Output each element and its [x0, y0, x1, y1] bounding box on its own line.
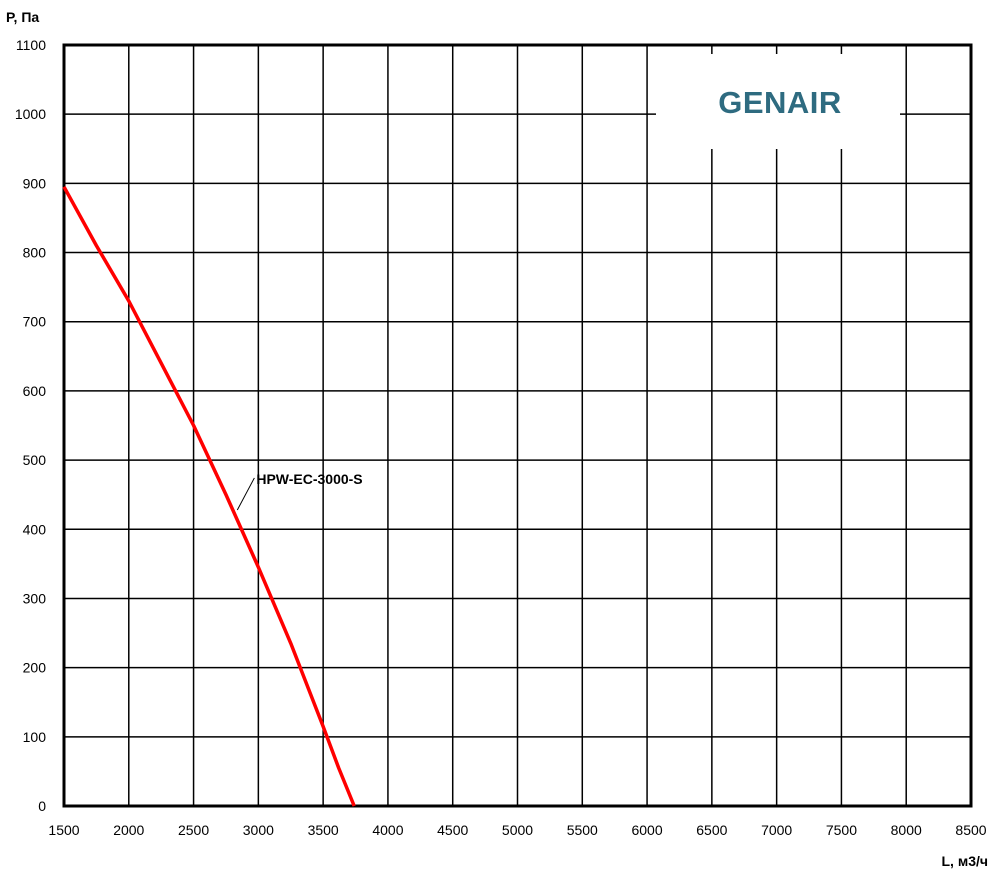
brand-logo-text: GENAIR — [718, 85, 842, 120]
series-line — [62, 185, 356, 807]
x-tick-label: 7000 — [761, 822, 792, 838]
x-tick-label: 6000 — [631, 822, 662, 838]
annotation-layer: HPW-EC-3000-S — [236, 471, 363, 511]
y-tick-label: 1100 — [16, 37, 46, 53]
y-tick-label: 800 — [23, 245, 47, 261]
y-tick-label: 200 — [23, 660, 47, 676]
x-tick-label: 1500 — [48, 822, 79, 838]
x-tick-label: 3000 — [243, 822, 274, 838]
x-tick-label: 5000 — [502, 822, 533, 838]
y-tick-labels: 0 100 200 300 400 500 600 700 800 900 1000 1100 — [15, 37, 46, 814]
x-tick-label: 6500 — [696, 822, 727, 838]
x-tick-label: 7500 — [826, 822, 857, 838]
brand-box: GENAIR — [656, 54, 900, 149]
y-tick-label: 700 — [23, 314, 47, 330]
y-axis-title: P, Па — [6, 9, 39, 25]
y-tick-label: 100 — [23, 729, 47, 745]
plot-frame — [62, 43, 973, 808]
x-tick-label: 3500 — [308, 822, 339, 838]
chart-grid — [63, 44, 972, 807]
x-tick-label: 8000 — [891, 822, 922, 838]
annotation-leader-line — [236, 477, 255, 511]
series-layer — [62, 185, 356, 807]
x-tick-label: 5500 — [567, 822, 598, 838]
y-tick-label: 600 — [23, 383, 47, 399]
y-tick-label: 900 — [23, 175, 47, 191]
series-label: HPW-EC-3000-S — [256, 471, 362, 487]
y-tick-label: 0 — [38, 798, 46, 814]
x-tick-label: 4500 — [437, 822, 468, 838]
y-tick-label: 300 — [23, 590, 47, 606]
x-tick-labels: 1500 2000 2500 3000 3500 4000 4500 5000 5500 6000… — [48, 822, 986, 838]
y-tick-label: 400 — [23, 521, 47, 537]
x-axis-title: L, м3/ч — [942, 853, 989, 869]
y-tick-label: 500 — [23, 452, 47, 468]
y-tick-label: 1000 — [15, 106, 46, 122]
x-tick-label: 8500 — [955, 822, 986, 838]
brand-background — [656, 54, 900, 149]
x-tick-label: 4000 — [372, 822, 403, 838]
x-tick-label: 2500 — [178, 822, 209, 838]
x-tick-label: 2000 — [113, 822, 144, 838]
